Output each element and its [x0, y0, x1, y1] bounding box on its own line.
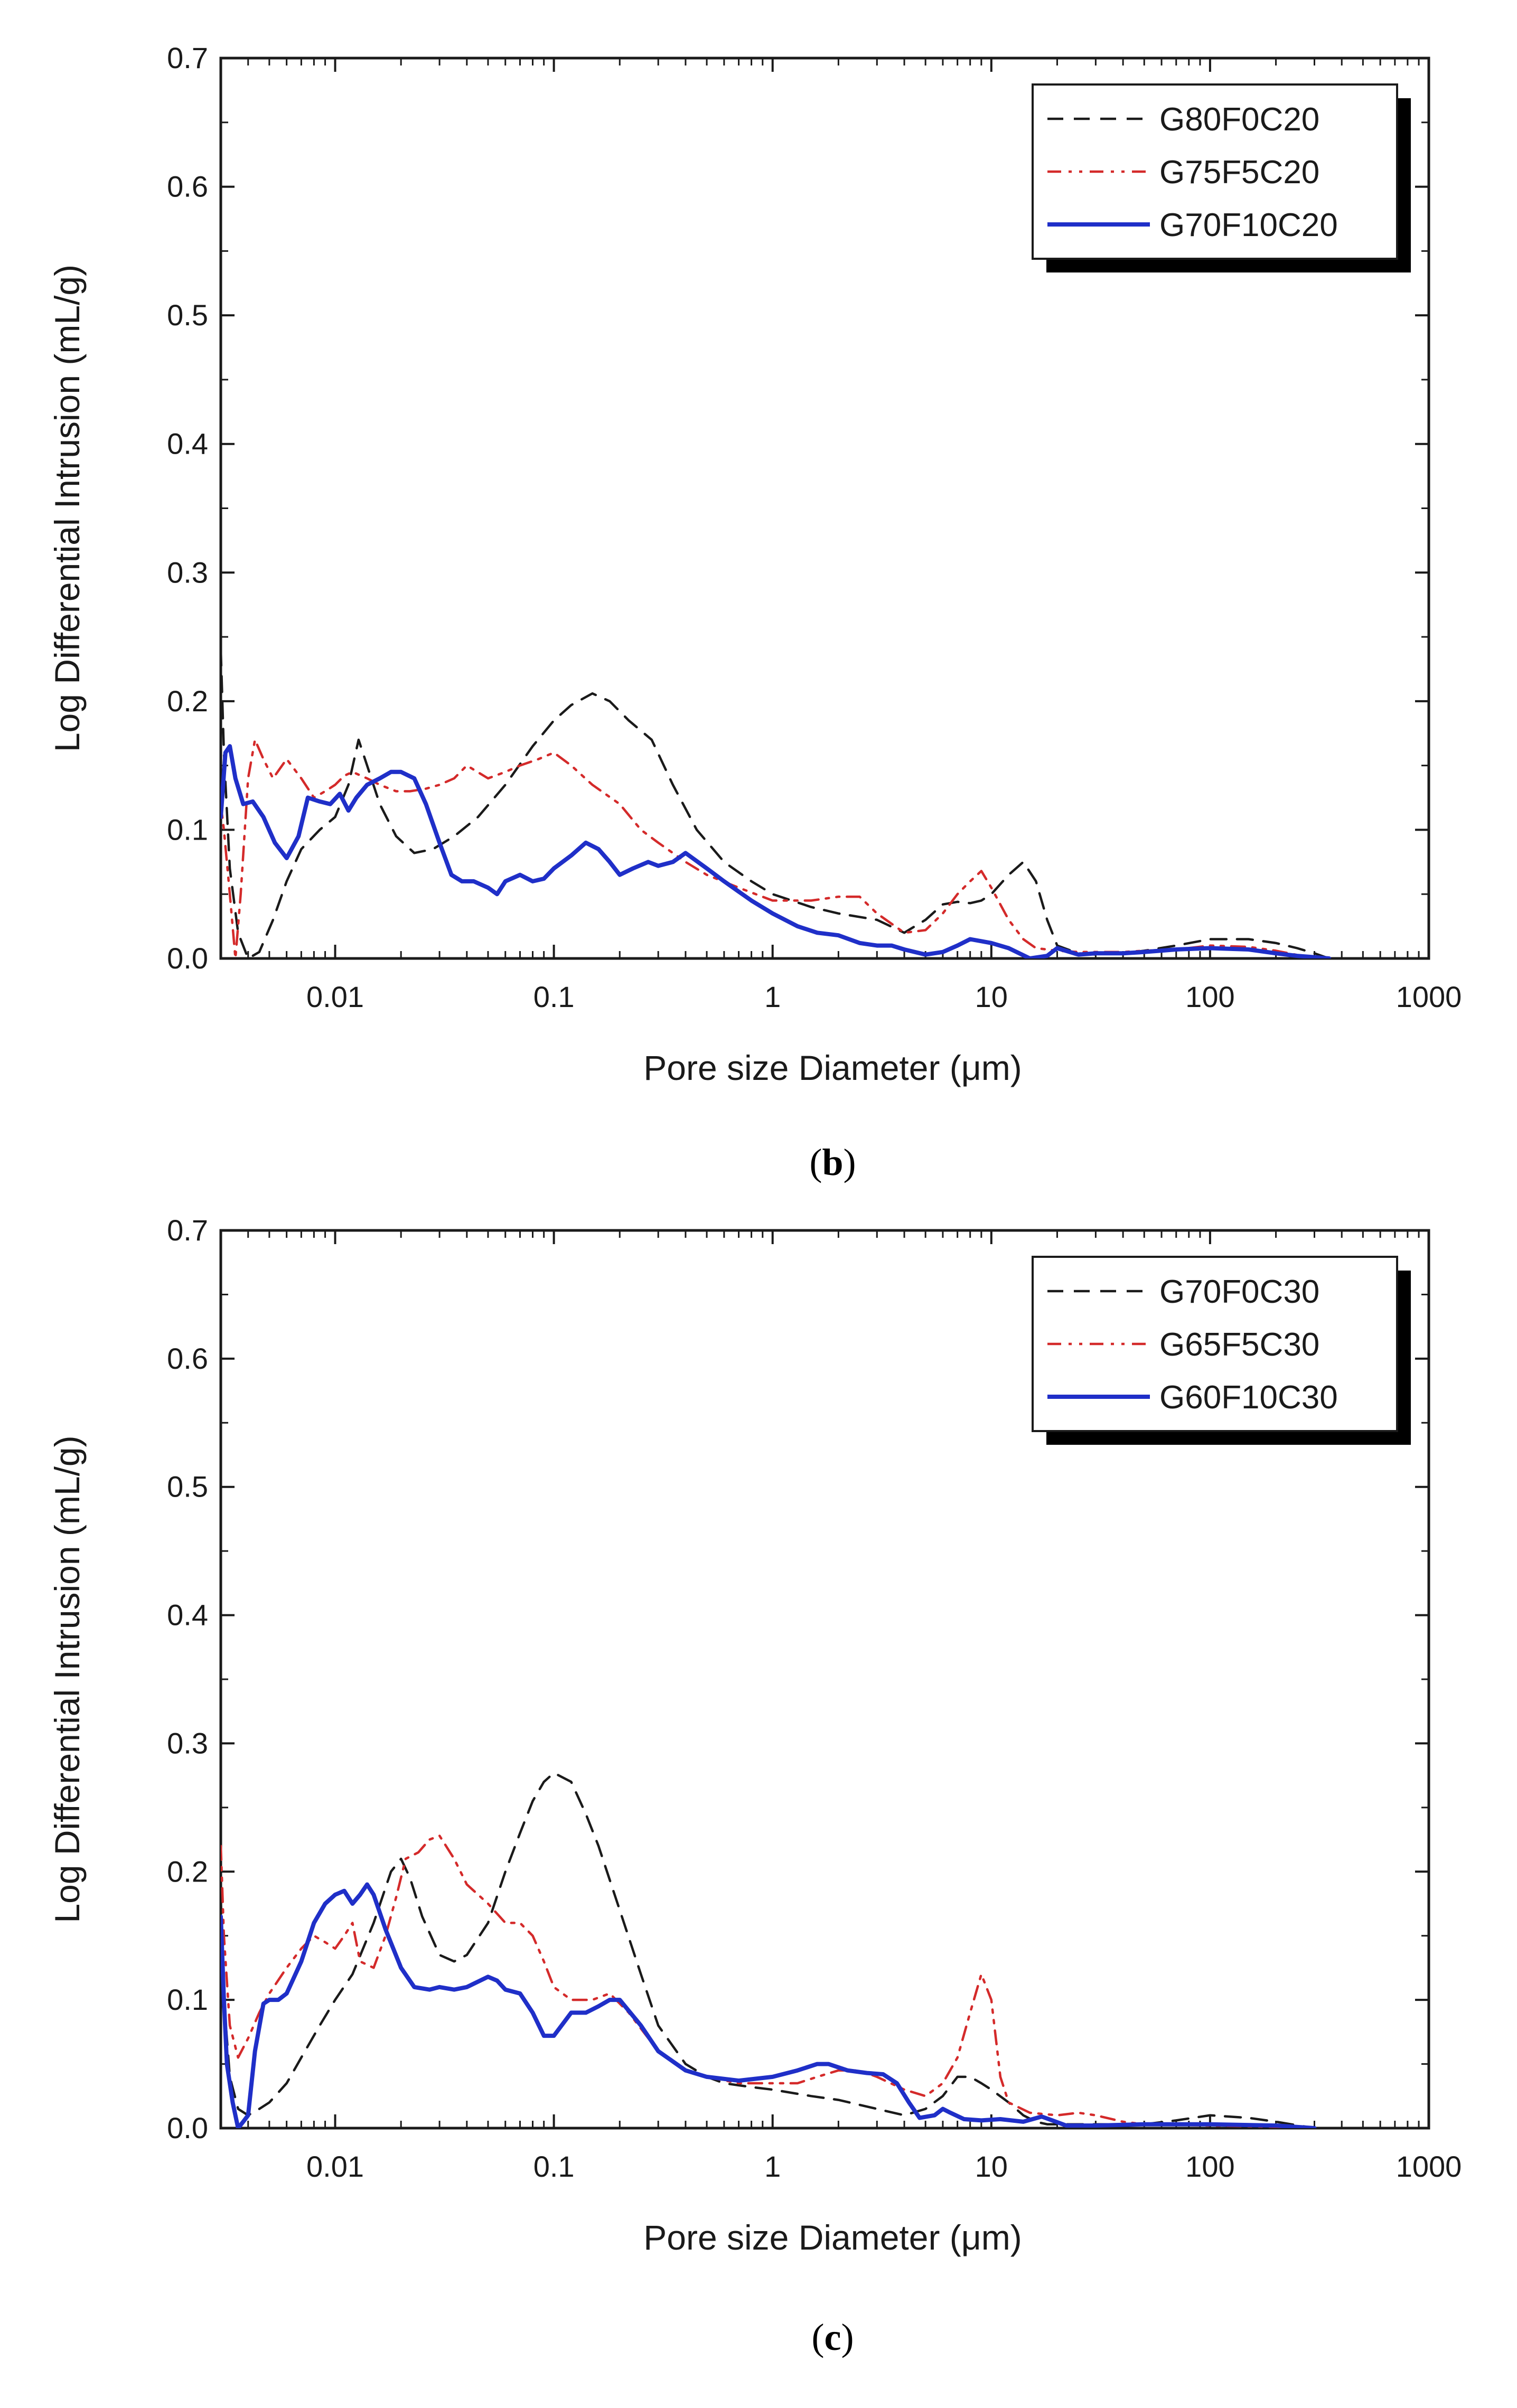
legend-label: G70F10C20	[1159, 207, 1338, 243]
caption-close-paren: )	[841, 2316, 854, 2358]
caption-open-paren: (	[809, 1141, 822, 1183]
y-axis-title: Log Differential Intrusion (mL/g)	[48, 1435, 87, 1923]
legend-label: G75F5C20	[1159, 154, 1319, 191]
x-tick-label: 1	[764, 980, 781, 1013]
y-tick-label: 0.3	[167, 1726, 208, 1760]
x-tick-label: 10	[975, 980, 1008, 1013]
y-tick-label: 0.3	[167, 556, 208, 589]
chart-panel-c: 0.0 0.1 0.2 0.3 0.4 0.5 0.6 0.7 0.01 0.1 1 10 100 100…	[48, 1214, 1462, 2358]
x-tick-label: 10	[975, 2150, 1008, 2183]
x-tick-label: 0.1	[533, 980, 575, 1013]
y-tick-label: 0.5	[167, 298, 208, 332]
caption-letter: c	[825, 2316, 841, 2358]
caption-letter: b	[822, 1141, 843, 1183]
x-tick-label: 0.01	[306, 980, 364, 1013]
legend-label: G80F0C20	[1159, 101, 1319, 138]
y-tick-label: 0.7	[167, 1214, 208, 1247]
chart-panel-b: 0.0 0.1 0.2 0.3 0.4 0.5 0.6 0.7 0.01 0.1 1 10 100 100…	[48, 41, 1462, 1183]
y-tick-label: 0.1	[167, 1983, 208, 2016]
y-tick-label: 0.5	[167, 1470, 208, 1503]
y-tick-label: 0.7	[167, 41, 208, 74]
x-tick-label: 1000	[1396, 980, 1462, 1013]
x-tick-label: 1	[764, 2150, 781, 2183]
legend-box	[1032, 83, 1398, 260]
series-line-G70F0C30	[221, 1772, 1316, 2128]
y-tick-label: 0.4	[167, 1598, 208, 1632]
legend-label: G70F0C30	[1159, 1274, 1319, 1310]
y-tick-label: 0.2	[167, 1855, 208, 1888]
series-line-G65F5C30	[221, 1835, 1316, 2128]
y-tick-label: 0.4	[167, 427, 208, 460]
legend-label: G60F10C30	[1159, 1379, 1338, 1416]
x-axis-title: Pore size Diameter (μm)	[643, 2218, 1022, 2257]
series-line-G70F10C20	[221, 744, 1332, 958]
y-axis-title: Log Differential Intrusion (mL/g)	[48, 265, 87, 752]
x-tick-label: 100	[1185, 2150, 1234, 2183]
caption-open-paren: (	[812, 2316, 825, 2358]
panel-caption: (c)	[812, 2316, 854, 2358]
legend-label: G65F5C30	[1159, 1327, 1319, 1363]
y-tick-label: 0.0	[167, 942, 208, 975]
panel-caption: (b)	[809, 1141, 856, 1183]
caption-close-paren: )	[844, 1141, 856, 1183]
x-tick-label: 100	[1185, 980, 1234, 1013]
x-tick-label: 0.1	[533, 2150, 575, 2183]
y-tick-label: 0.0	[167, 2111, 208, 2144]
y-tick-label: 0.6	[167, 1342, 208, 1375]
x-axis-title: Pore size Diameter (μm)	[643, 1048, 1022, 1087]
x-tick-label: 1000	[1396, 2150, 1462, 2183]
series-line-G75F5C20	[221, 738, 1316, 958]
y-tick-label: 0.1	[167, 813, 208, 846]
y-tick-label: 0.6	[167, 170, 208, 203]
x-tick-label: 0.01	[306, 2150, 364, 2183]
y-tick-label: 0.2	[167, 684, 208, 718]
series-line-G60F10C30	[221, 1882, 1317, 2128]
